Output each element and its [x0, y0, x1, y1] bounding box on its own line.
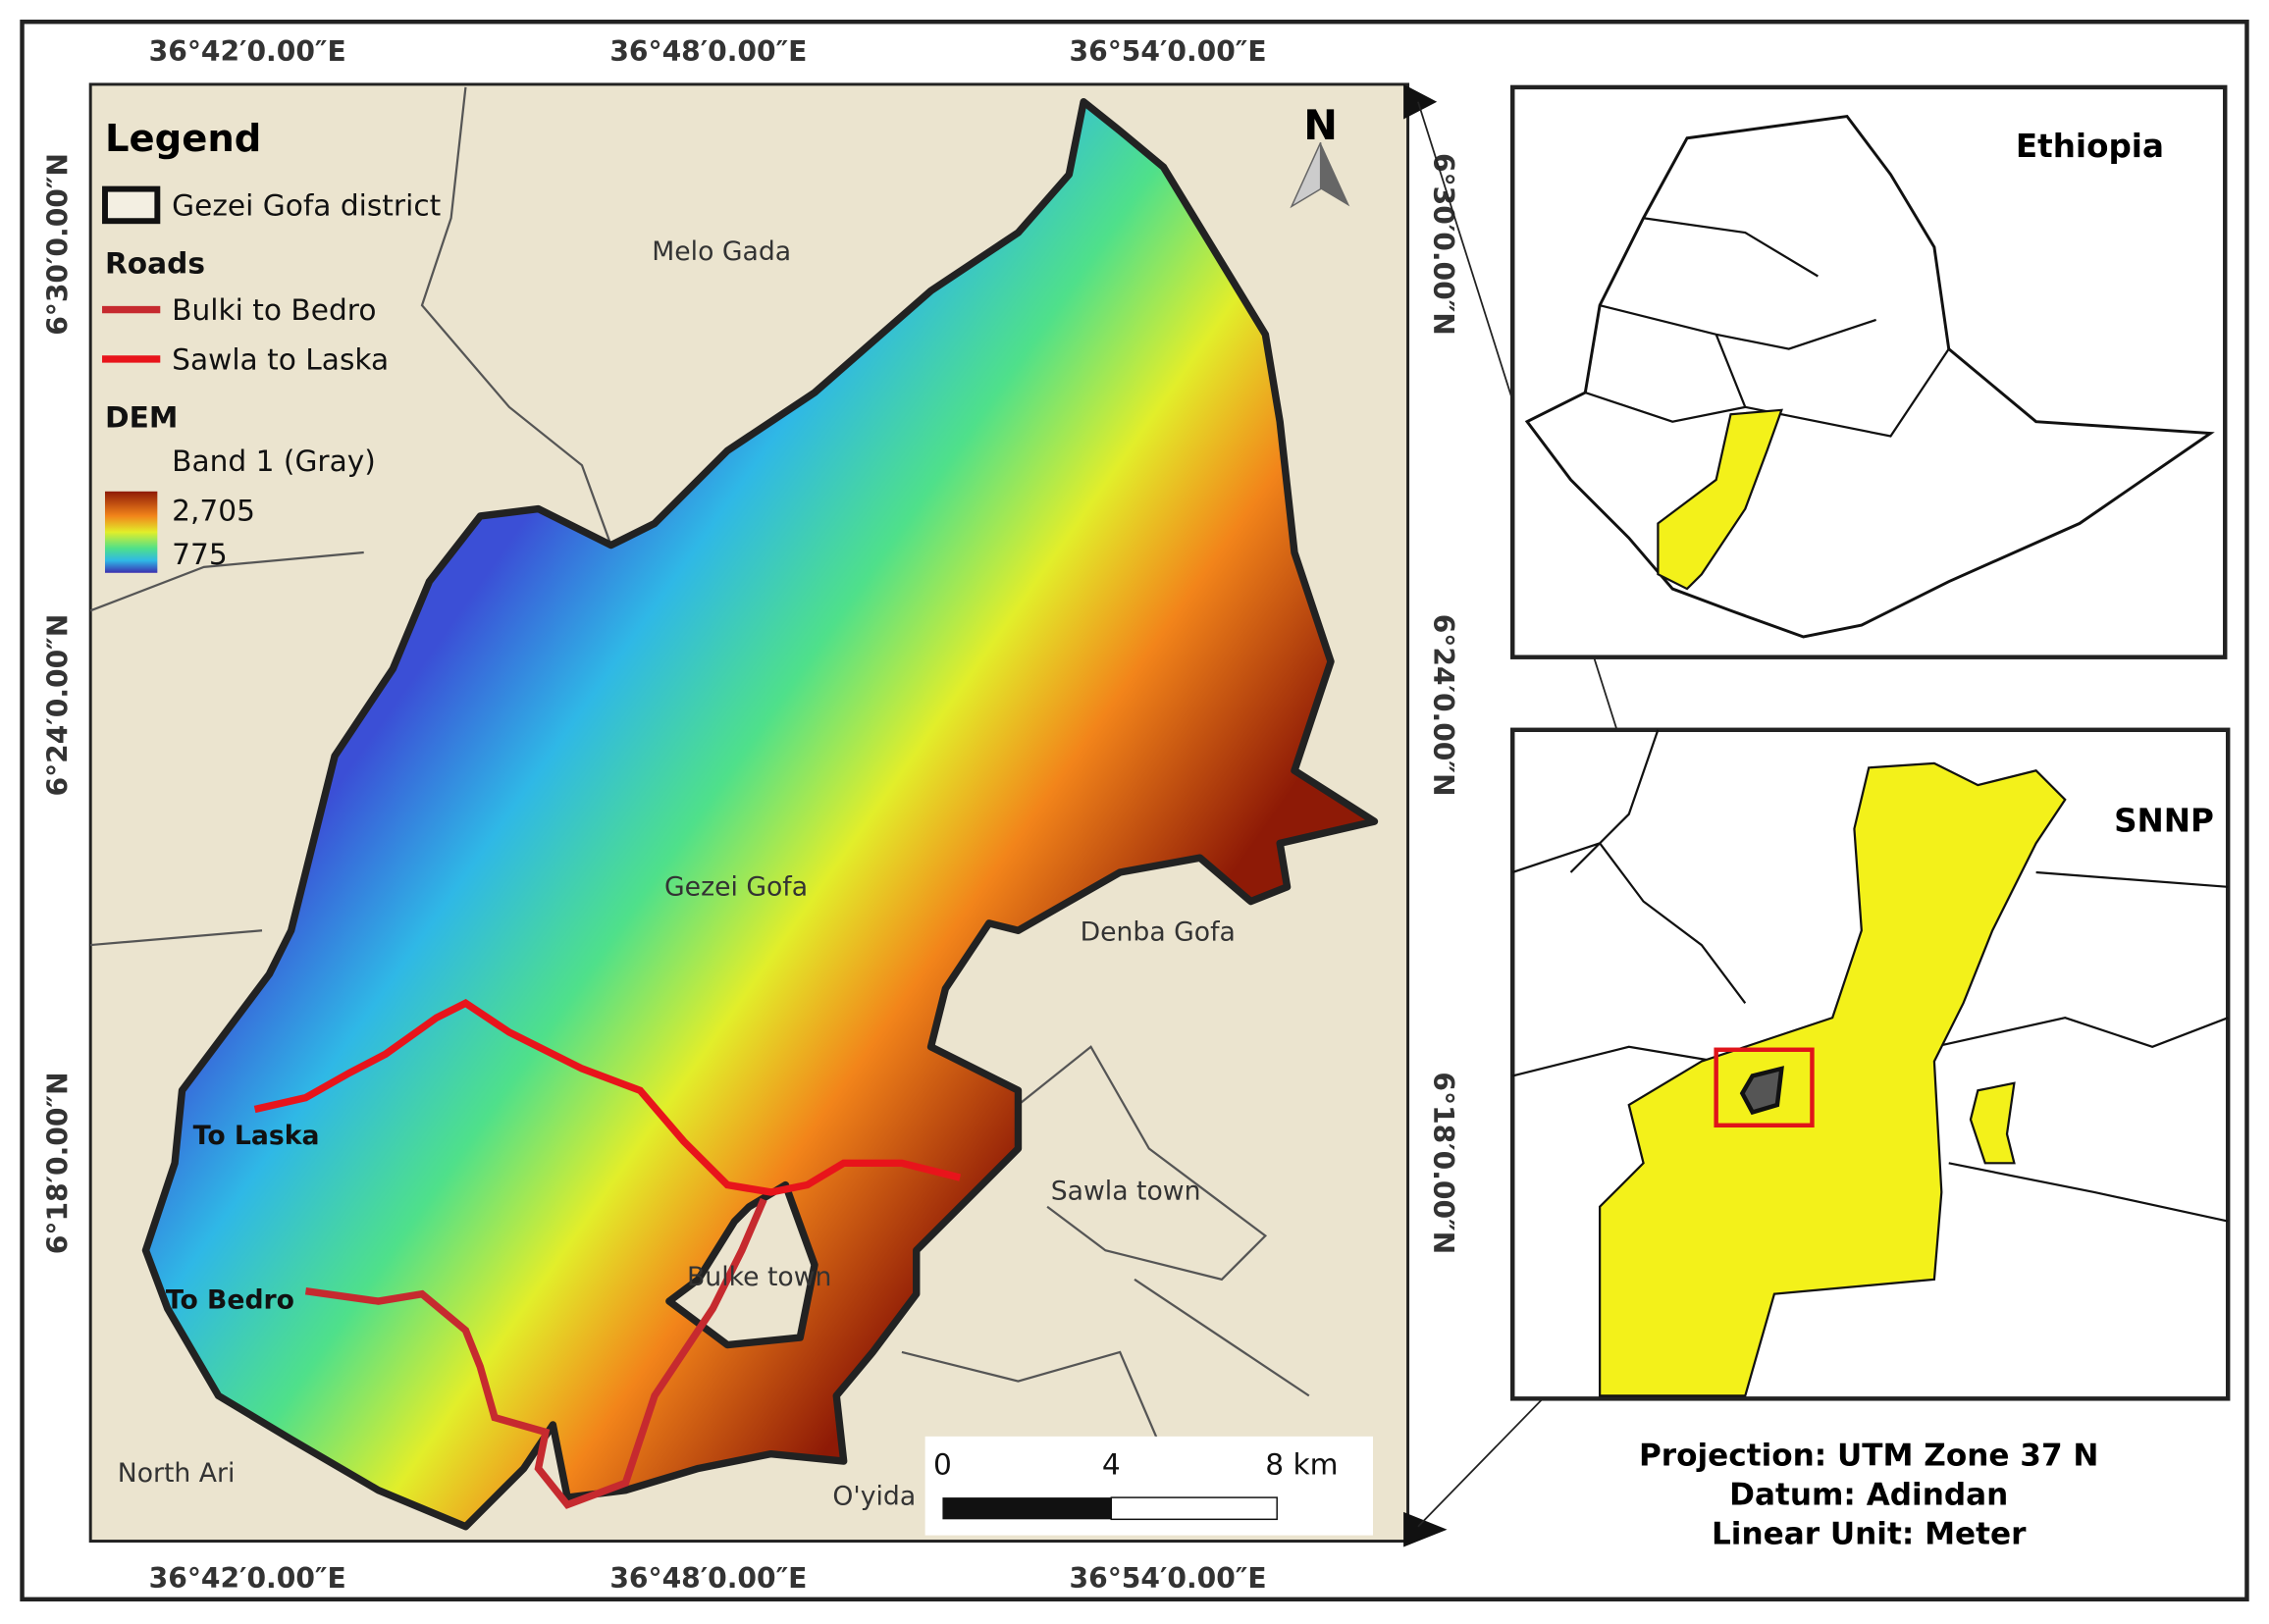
north-arrow: [1290, 141, 1322, 209]
coordinate-labels: 36°42′0.00″E 36°48′0.00″E 36°54′0.00″E 3…: [41, 35, 1459, 1595]
place-label: North Ari: [118, 1458, 236, 1489]
district-zone: [1599, 761, 2067, 1397]
legend-district-swatch: [102, 185, 161, 225]
place-labels: Melo Gada Gezei Gofa Denba Gofa Sawla to…: [118, 236, 1236, 1511]
projection-line: Projection: UTM Zone 37 N: [1639, 1439, 2098, 1474]
place-label: Melo Gada: [652, 236, 791, 267]
scale-label: 8 km: [1265, 1446, 1338, 1481]
coord-label: 6°30′0.00″N: [41, 153, 74, 336]
ethiopia-regions: [1584, 217, 1950, 438]
projection-info: Projection: UTM Zone 37 N Datum: Adindan…: [1639, 1439, 2098, 1552]
inset-title: SNNP: [2114, 803, 2214, 840]
coord-label: 6°18′0.00″N: [41, 1072, 74, 1254]
north-label: N: [1303, 101, 1338, 149]
district-dem: [141, 98, 1379, 1531]
legend-road: Sawla to Laska: [172, 341, 389, 376]
scale-label: 4: [1102, 1446, 1121, 1481]
place-label: Denba Gofa: [1081, 917, 1236, 948]
road: [304, 1197, 767, 1509]
legend-ramp: [104, 491, 158, 573]
coord-label: 36°42′0.00″E: [149, 35, 346, 68]
coord-label: 36°54′0.00″E: [1070, 35, 1267, 68]
legend-road: Bulki to Bedro: [172, 292, 376, 327]
legend-title: Legend: [105, 117, 261, 161]
snnp-zones: [1511, 729, 2229, 1223]
coord-label: 6°24′0.00″N: [1427, 614, 1459, 797]
legend-dem-title: DEM: [105, 400, 178, 435]
legend-band: Band 1 (Gray): [172, 444, 376, 478]
place-label: Bulke town: [687, 1262, 831, 1292]
legend-max: 2,705: [172, 493, 255, 527]
place-label: Sawla town: [1051, 1176, 1201, 1206]
snnp-region: [1657, 408, 1783, 591]
road: [253, 999, 962, 1196]
district-locator: [1739, 1066, 1784, 1116]
coord-label: 36°54′0.00″E: [1070, 1562, 1267, 1595]
inset-title: Ethiopia: [2016, 128, 2164, 165]
coord-label: 6°24′0.00″N: [41, 614, 74, 797]
locator-box: [1714, 1047, 1815, 1128]
coord-label: 36°42′0.00″E: [149, 1562, 346, 1595]
legend-district: Gezei Gofa district: [172, 187, 441, 222]
scale-label: 0: [933, 1446, 952, 1481]
admin-boundaries: [89, 86, 1310, 1455]
scale-bar: [942, 1497, 1112, 1520]
projection-line: Datum: Adindan: [1729, 1478, 2008, 1513]
road-end-label: To Laska: [193, 1121, 320, 1151]
projection-line: Linear Unit: Meter: [1712, 1517, 2027, 1552]
scale-bar: [1110, 1496, 1278, 1521]
road-end-label: To Bedro: [166, 1284, 294, 1315]
place-label: O'yida: [832, 1482, 916, 1512]
district-zone: [1969, 1081, 2016, 1165]
coord-label: 36°48′0.00″E: [609, 35, 807, 68]
legend-roads-title: Roads: [105, 246, 205, 281]
legend-min: 775: [172, 537, 228, 571]
place-label: Gezei Gofa: [664, 872, 808, 903]
coord-label: 36°48′0.00″E: [609, 1562, 807, 1595]
coord-label: 6°18′0.00″N: [1427, 1072, 1459, 1254]
